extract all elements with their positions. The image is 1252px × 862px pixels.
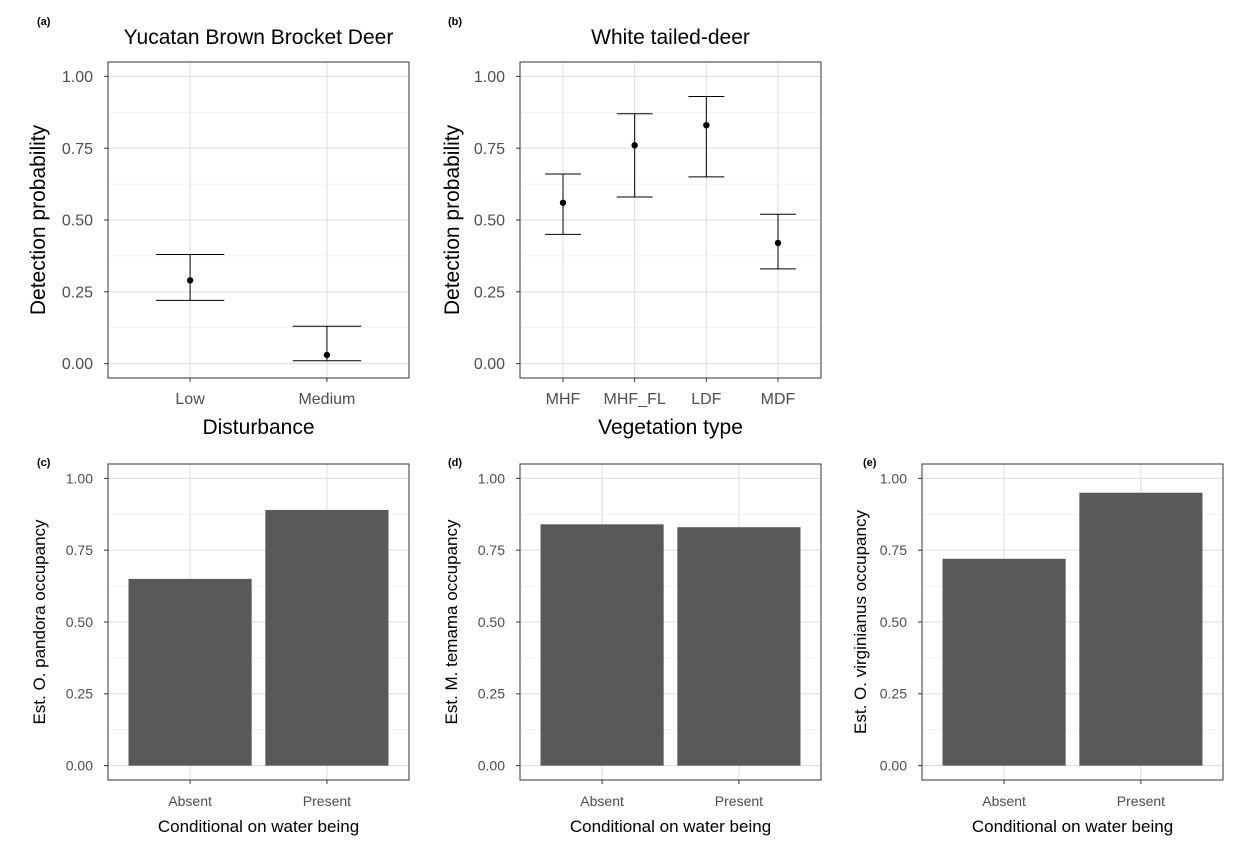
y-tick-label: 0.75 xyxy=(62,141,93,158)
estimate-point xyxy=(703,122,710,129)
x-tick-label: MDF xyxy=(761,391,796,408)
y-tick-label: 0.50 xyxy=(474,213,505,230)
bar-present xyxy=(677,527,801,766)
estimate-point xyxy=(323,351,331,359)
x-axis-title: Conditional on water being xyxy=(570,817,771,836)
y-axis-title: Est. M. temama occupancy xyxy=(442,519,461,725)
chart-panel-e: 0.00 0.25 0.50 0.75 1.00 Absent Present Conditi… xyxy=(851,457,1224,836)
chart-title: Yucatan Brown Brocket Deer xyxy=(124,26,394,49)
chart-panel-d: 0.00 0.25 0.50 0.75 1.00 Absent Present Conditi… xyxy=(442,457,822,836)
estimate-point xyxy=(559,199,567,206)
y-tick-label: 1.00 xyxy=(66,470,93,486)
y-tick-label: 0.25 xyxy=(880,686,907,702)
x-axis-title: Vegetation type xyxy=(598,416,743,439)
x-tick-label: MHF xyxy=(546,391,581,408)
y-tick-label: 0.50 xyxy=(880,614,907,630)
chart-panel-b: 0.00 0.25 0.50 0.75 1.00 MHF MHF_FL LDF MDF Veget… xyxy=(441,16,822,439)
panel-label: (b) xyxy=(448,16,462,28)
bar-absent xyxy=(942,558,1066,766)
chart-panel-a: 0.00 0.25 0.50 0.75 1.00 Low Medium Disturbance… xyxy=(27,16,410,439)
y-axis-title: Est. O. virginianus occupancy xyxy=(851,510,870,734)
panel-label: (e) xyxy=(863,457,877,469)
y-tick-label: 0.75 xyxy=(880,542,907,558)
chart-title: White tailed-deer xyxy=(591,26,750,49)
y-tick-label: 0.75 xyxy=(474,141,505,158)
x-axis-title: Conditional on water being xyxy=(158,817,359,836)
y-tick-label: 0.50 xyxy=(66,614,93,630)
panel-label: (d) xyxy=(448,457,462,469)
y-tick-label: 0.25 xyxy=(66,686,93,702)
y-tick-label: 0.50 xyxy=(62,213,93,230)
x-tick-label: Low xyxy=(175,391,205,408)
y-tick-label: 0.00 xyxy=(880,758,907,774)
y-tick-label: 1.00 xyxy=(474,69,505,86)
estimate-point xyxy=(186,277,194,284)
bar-absent xyxy=(128,578,252,766)
estimate-point xyxy=(631,142,638,149)
y-tick-label: 0.00 xyxy=(474,356,505,373)
y-tick-label: 1.00 xyxy=(62,69,93,86)
y-tick-label: 0.75 xyxy=(478,542,505,558)
x-tick-label: Present xyxy=(715,793,763,809)
panel-label: (c) xyxy=(37,457,51,469)
x-axis-title: Conditional on water being xyxy=(972,817,1173,836)
x-tick-label: MHF_FL xyxy=(604,391,666,408)
panel-label: (a) xyxy=(37,16,51,28)
chart-panel-c: 0.00 0.25 0.50 0.75 1.00 Absent Present Conditi… xyxy=(30,457,410,836)
x-tick-label: LDF xyxy=(691,391,721,408)
y-tick-label: 0.50 xyxy=(478,614,505,630)
y-axis-title: Detection probability xyxy=(27,124,50,315)
y-tick-label: 0.00 xyxy=(478,758,505,774)
y-tick-label: 0.00 xyxy=(66,758,93,774)
x-tick-label: Absent xyxy=(982,793,1026,809)
x-tick-label: Present xyxy=(1117,793,1165,809)
bar-absent xyxy=(540,524,664,766)
x-tick-label: Present xyxy=(303,793,351,809)
y-axis-title: Est. O. pandora occupancy xyxy=(30,519,49,725)
estimate-point xyxy=(774,239,782,247)
x-axis-title: Disturbance xyxy=(202,416,314,439)
y-tick-label: 1.00 xyxy=(880,470,907,486)
y-tick-label: 0.75 xyxy=(66,542,93,558)
y-tick-label: 0.25 xyxy=(478,686,505,702)
bar-present xyxy=(265,509,389,766)
bar-present xyxy=(1079,492,1203,766)
y-tick-label: 0.00 xyxy=(62,356,93,373)
y-axis-title: Detection probability xyxy=(441,124,464,315)
x-tick-label: Absent xyxy=(168,793,212,809)
y-tick-label: 0.25 xyxy=(62,284,93,301)
y-tick-label: 1.00 xyxy=(478,470,505,486)
x-tick-label: Absent xyxy=(580,793,624,809)
y-tick-label: 0.25 xyxy=(474,284,505,301)
x-tick-label: Medium xyxy=(298,391,355,408)
